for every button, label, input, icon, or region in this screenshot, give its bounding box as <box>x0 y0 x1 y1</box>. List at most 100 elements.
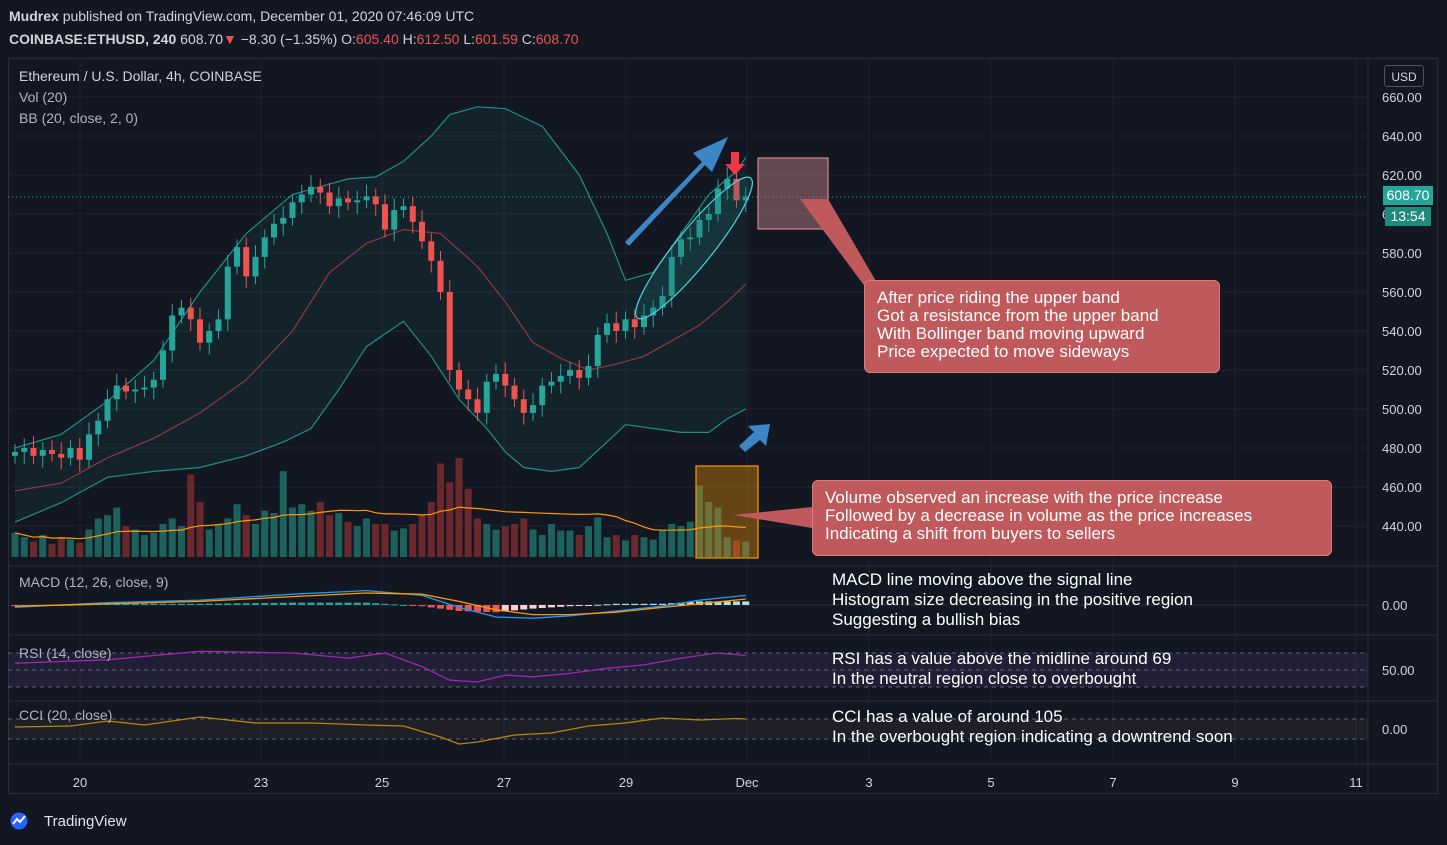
y-tick-label: 620.00 <box>1382 168 1422 183</box>
candle-body <box>345 198 351 203</box>
macd-histogram-bar <box>131 603 139 605</box>
candle-body <box>169 315 176 351</box>
x-tick-label: 9 <box>1231 775 1238 790</box>
macd-histogram-bar <box>252 603 259 605</box>
macd-legend: MACD (12, 26, close, 9) <box>19 574 169 590</box>
candle-body <box>335 198 342 207</box>
macd-histogram-bar <box>742 601 750 605</box>
volume-bar <box>187 474 195 557</box>
volume-bar <box>353 526 361 557</box>
candle-body <box>520 399 527 413</box>
candle-body <box>585 366 592 378</box>
y-tick-label: 440.00 <box>1382 519 1422 534</box>
cci-legend: CCI (20, close) <box>19 707 113 723</box>
candle-body <box>437 260 444 292</box>
macd-histogram-bar <box>548 605 555 608</box>
candle-body <box>493 373 499 382</box>
macd-histogram-bar <box>594 604 602 606</box>
volume-bar <box>242 515 250 557</box>
cci-note-line: In the overbought region indicating a do… <box>832 727 1233 746</box>
candle-body <box>132 389 139 392</box>
candle-body <box>289 202 296 218</box>
macd-histogram-bar <box>566 605 574 607</box>
candle-body <box>197 319 203 343</box>
candle-body <box>659 295 666 308</box>
candle-body <box>705 214 712 220</box>
candle-body <box>511 385 518 400</box>
rsi-line <box>14 650 746 683</box>
macd-histogram-bar <box>298 602 306 605</box>
y-tick-label: 660.00 <box>1382 90 1422 105</box>
volume-legend: Vol (20) <box>19 89 68 105</box>
candle-body <box>363 196 370 201</box>
candle-body <box>724 178 731 189</box>
volume-bar <box>400 528 407 557</box>
volume-bar <box>131 529 139 557</box>
candle-body <box>58 453 65 458</box>
volume-bar <box>742 541 750 557</box>
volume-bar <box>529 529 537 557</box>
high-value: 612.50 <box>416 31 460 47</box>
volume-bar <box>446 482 454 557</box>
currency-button[interactable]: USD <box>1384 65 1424 87</box>
macd-histogram-bar <box>233 603 241 605</box>
volume-bar <box>261 510 269 557</box>
callout-pointer <box>734 507 812 528</box>
macd-histogram-bar <box>289 602 296 605</box>
candle-body <box>613 323 620 331</box>
candle-body <box>215 319 222 331</box>
macd-histogram-bar <box>279 602 287 605</box>
macd-histogram-bar <box>483 605 491 612</box>
macd-histogram-bar <box>150 603 158 605</box>
candle-body <box>678 239 684 257</box>
macd-signal-line <box>14 592 746 616</box>
macd-histogram-bar <box>316 602 324 605</box>
volume-bar <box>427 502 435 557</box>
macd-histogram-bar <box>159 603 167 605</box>
chart-frame <box>8 58 1438 794</box>
volume-bar <box>603 537 611 557</box>
y-tick-label: 580.00 <box>1382 246 1422 261</box>
macd-histogram-bar <box>446 605 454 610</box>
candle-body <box>21 448 28 452</box>
volume-bar <box>677 526 685 557</box>
symbol-label: COINBASE:ETHUSD, 240 <box>9 31 177 47</box>
macd-note-line: MACD line moving above the signal line <box>832 570 1133 589</box>
callout-line: Volume observed an increase with the pri… <box>825 488 1223 507</box>
volume-bar <box>733 540 740 557</box>
bollinger-legend: BB (20, close, 2, 0) <box>19 110 139 126</box>
ohlc-line: COINBASE:ETHUSD, 240 608.70▼ −8.30 (−1.3… <box>9 31 579 47</box>
candle-body <box>733 178 740 201</box>
volume-bar <box>150 532 158 557</box>
candle-body <box>604 323 610 335</box>
macd-histogram-bar <box>418 605 426 607</box>
volume-bar <box>372 524 380 557</box>
candle-body <box>456 370 462 390</box>
y-tick-label: 460.00 <box>1382 480 1422 495</box>
volume-bar <box>224 518 232 557</box>
volume-bar <box>622 540 629 557</box>
candle-body <box>150 379 157 388</box>
candle-body <box>668 256 675 296</box>
x-tick-label: 27 <box>497 775 511 790</box>
macd-histogram-bar <box>511 605 518 611</box>
volume-bar <box>178 526 185 557</box>
candle-body <box>409 206 416 222</box>
tradingview-logo-icon <box>10 812 28 830</box>
candle-body <box>687 237 694 240</box>
candle-body <box>419 221 425 242</box>
last-price: 608.70 <box>180 31 223 47</box>
open-label: O: <box>341 31 356 47</box>
volume-bar <box>640 537 648 557</box>
tradingview-logo[interactable]: TradingView <box>10 812 127 830</box>
rsi-note-line: RSI has a value above the midline around… <box>832 649 1172 668</box>
candle-body <box>141 387 148 390</box>
volume-bar <box>20 537 28 557</box>
macd-histogram-bar <box>215 603 222 605</box>
candle-body <box>622 319 629 331</box>
volume-bar <box>520 518 528 557</box>
volume-bar <box>538 535 546 557</box>
volume-bar <box>668 524 676 557</box>
current-price-tag: 608.70 <box>1383 186 1433 205</box>
